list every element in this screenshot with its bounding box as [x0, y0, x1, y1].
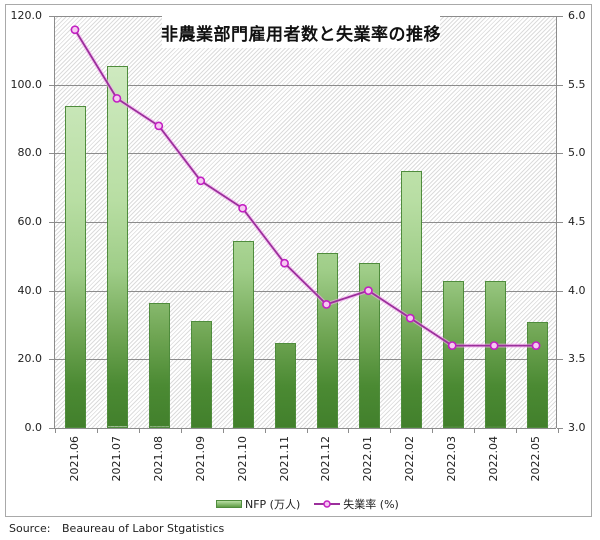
x-axis-line	[55, 428, 556, 429]
nfp-bar	[275, 342, 297, 428]
gridline	[55, 84, 556, 86]
right-axis-tick	[557, 290, 563, 292]
unemployment-marker-icon	[238, 203, 248, 213]
unemployment-marker-icon	[447, 341, 457, 350]
plot-area	[49, 16, 563, 433]
right-axis-label: 5.0	[568, 146, 586, 160]
gridline	[55, 359, 556, 361]
unemployment-marker-icon	[405, 313, 415, 323]
unemployment-marker-icon	[196, 176, 206, 186]
x-axis-tick	[180, 428, 182, 433]
left-axis-tick	[49, 16, 55, 17]
gridline	[55, 290, 556, 292]
chart-title-box: 非農業部門雇用者数と失業率の推移	[161, 16, 441, 48]
left-axis-tick	[49, 153, 55, 155]
left-axis-label: 120.0	[10, 9, 43, 22]
unemployment-marker-icon	[112, 94, 122, 103]
x-axis-tick	[432, 428, 434, 433]
left-axis-label: 0.0	[24, 421, 43, 434]
unemployment-marker-icon	[322, 299, 331, 309]
x-axis-tick	[55, 428, 56, 433]
right-axis-label: 4.0	[568, 283, 586, 297]
x-axis-tick	[264, 428, 266, 433]
right-axis-label: 3.5	[568, 352, 586, 366]
nfp-bar	[400, 170, 422, 428]
bar-swatch-icon	[216, 500, 242, 508]
source-label: Source:	[9, 522, 51, 535]
unemployment-marker-icon	[70, 25, 80, 35]
x-axis-tick	[348, 428, 350, 433]
unemployment-marker-icon	[531, 341, 541, 350]
gridline	[55, 153, 556, 155]
left-axis-label: 60.0	[17, 215, 43, 228]
right-axis-tick	[557, 222, 563, 223]
left-axis-label: 100.0	[10, 77, 43, 91]
x-axis-tick	[138, 428, 140, 433]
right-axis-tick	[557, 359, 563, 361]
legend-label-nfp: NFP (万人)	[245, 498, 301, 511]
nfp-bar	[442, 281, 464, 428]
right-axis-tick	[557, 84, 563, 86]
unemployment-marker-icon	[489, 341, 499, 350]
nfp-bar	[358, 262, 380, 428]
legend: NFP (万人) 失業率 (%)	[216, 496, 413, 512]
nfp-bar	[107, 66, 129, 428]
left-axis-label: 20.0	[17, 352, 43, 366]
nfp-bar	[316, 252, 338, 428]
nfp-bar	[65, 105, 87, 428]
right-axis-label: 5.5	[568, 77, 586, 91]
chart-title: 非農業部門雇用者数と失業率の推移	[161, 24, 441, 45]
right-axis-tick	[557, 153, 563, 155]
line-marker-swatch-icon	[314, 500, 341, 508]
right-axis-tick	[557, 16, 563, 17]
right-axis-tick	[557, 428, 563, 429]
unemployment-marker-icon	[363, 286, 373, 296]
unemployment-line	[74, 29, 537, 347]
right-axis-label: 4.5	[568, 215, 586, 228]
left-axis-tick	[49, 84, 55, 86]
nfp-bar	[484, 281, 506, 428]
left-axis-tick	[49, 359, 55, 361]
left-axis-tick	[49, 222, 55, 223]
gridline	[55, 222, 556, 223]
right-axis-label: 3.0	[568, 421, 586, 434]
x-axis-tick	[306, 428, 308, 433]
x-axis-tick	[558, 428, 559, 433]
legend-item-unemployment: 失業率 (%)	[314, 496, 399, 512]
left-axis-label: 40.0	[17, 283, 43, 297]
x-axis-tick	[390, 428, 392, 433]
left-axis-tick	[49, 428, 55, 429]
nfp-bar	[149, 303, 171, 428]
unemployment-line-glow	[73, 28, 537, 348]
source-text: Beaureau of Labor Stgatistics	[62, 522, 225, 535]
right-axis-label: 6.0	[568, 9, 586, 22]
nfp-bar	[191, 320, 213, 428]
left-axis-tick	[49, 290, 55, 292]
unemployment-marker-icon	[154, 121, 164, 131]
legend-label-unemployment: 失業率 (%)	[343, 498, 399, 511]
x-axis-tick	[222, 428, 224, 433]
x-axis-tick	[516, 428, 518, 433]
nfp-bar	[233, 240, 255, 428]
x-axis-tick	[474, 428, 476, 433]
nfp-bar	[526, 321, 548, 428]
left-axis-label: 80.0	[17, 146, 43, 160]
source-note: Source: Beaureau of Labor Stgatistics	[9, 522, 224, 535]
unemployment-marker-icon	[280, 258, 289, 268]
x-axis-tick	[96, 428, 98, 433]
legend-item-nfp: NFP (万人)	[216, 496, 300, 512]
